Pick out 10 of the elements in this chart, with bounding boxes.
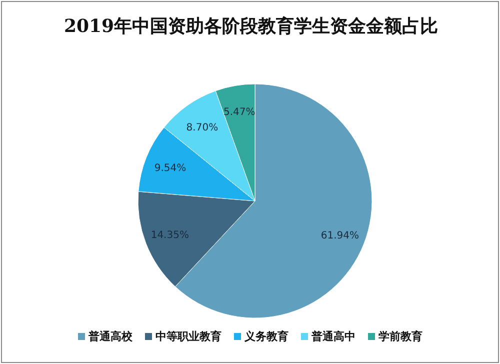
legend-label: 普通高中 bbox=[312, 329, 356, 344]
legend-label: 普通高校 bbox=[88, 329, 132, 344]
data-label: 8.70% bbox=[186, 122, 218, 134]
legend-label: 学前教育 bbox=[378, 329, 422, 344]
chart-title: 2019年中国资助各阶段教育学生资金金额占比 bbox=[62, 15, 440, 39]
legend-label: 中等职业教育 bbox=[156, 329, 222, 344]
legend-label: 义务教育 bbox=[244, 329, 288, 344]
data-label: 61.94% bbox=[320, 230, 359, 242]
data-label: 9.54% bbox=[154, 163, 186, 174]
data-label: 14.35% bbox=[150, 230, 189, 241]
